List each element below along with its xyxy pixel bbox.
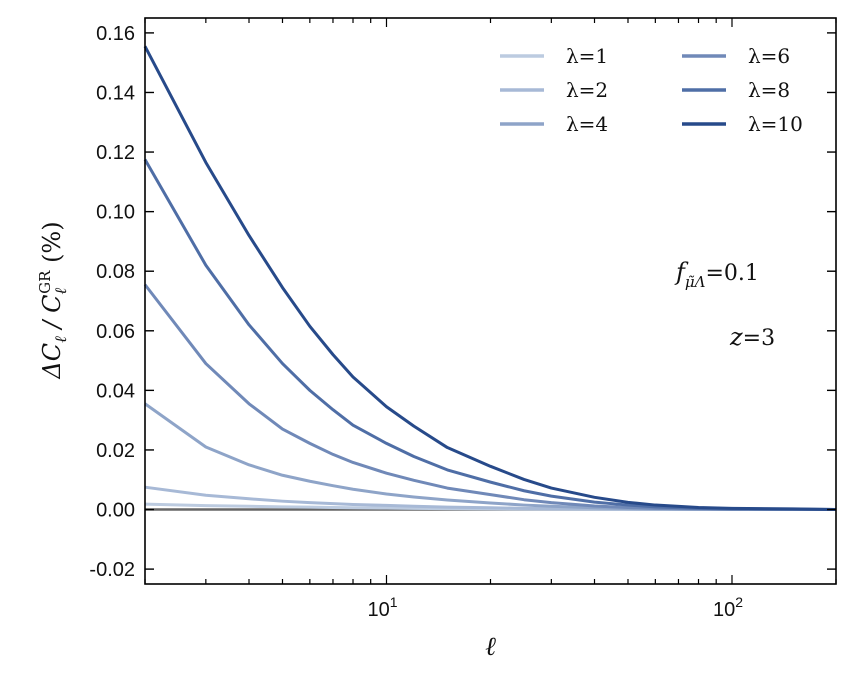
y-tick-label: 0.06 <box>96 321 135 343</box>
axis-labels: ℓ ΔCℓ / CℓGR (%) <box>36 221 496 662</box>
legend-label: λ=8 <box>748 78 790 102</box>
legend-label: λ=4 <box>566 112 608 136</box>
annotations: fμ̃Λ=0.1 z=3 <box>674 258 775 351</box>
axis-ticks: -0.02 0.00 0.02 0.04 0.06 0.08 0.10 0.12 0.14 0.1… <box>89 18 837 621</box>
annotation-f: fμ̃Λ=0.1 <box>674 258 759 291</box>
annotation-z: z=3 <box>729 323 775 351</box>
legend-label: λ=6 <box>748 44 790 68</box>
y-tick-label: 0.02 <box>96 440 135 462</box>
y-tick-label: 0.04 <box>96 380 135 402</box>
x-tick-label: 102 <box>713 594 743 621</box>
x-axis-label: ℓ <box>485 632 496 662</box>
legend-label: λ=10 <box>748 112 803 136</box>
y-tick-label: 0.10 <box>96 202 135 224</box>
y-tick-label: 0.12 <box>96 142 135 164</box>
y-axis-label: ΔCℓ / CℓGR (%) <box>36 221 70 379</box>
y-tick-label: 0.14 <box>96 82 135 104</box>
y-tick-label: 0.16 <box>96 23 135 45</box>
legend-label: λ=2 <box>566 78 608 102</box>
legend-label: λ=1 <box>566 44 608 68</box>
y-tick-label: 0.08 <box>96 261 135 283</box>
x-tick-label: 101 <box>367 594 397 621</box>
y-tick-label: -0.02 <box>89 559 135 581</box>
series-layer <box>143 45 837 512</box>
legend: λ=1 λ=2 λ=4 λ=6 λ=8 λ=10 <box>500 44 803 136</box>
series-line-4 <box>143 283 837 512</box>
series-line-6 <box>143 45 837 512</box>
y-tick-label: 0.00 <box>96 500 135 522</box>
